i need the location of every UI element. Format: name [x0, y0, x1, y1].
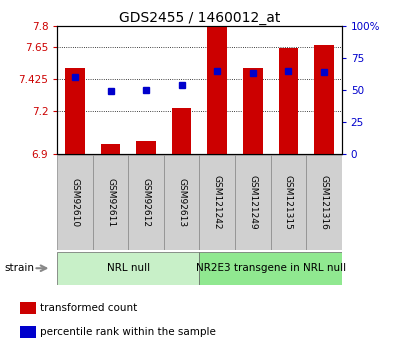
Text: GSM92612: GSM92612	[142, 178, 150, 227]
Bar	[271, 155, 306, 250]
Bar	[19, 302, 36, 314]
Bar	[199, 155, 235, 250]
Bar	[164, 155, 199, 250]
Text: GSM92611: GSM92611	[106, 178, 115, 227]
Text: NRL null: NRL null	[107, 263, 150, 273]
Bar	[57, 155, 93, 250]
Text: GSM92613: GSM92613	[177, 178, 186, 227]
Bar	[278, 48, 298, 154]
Text: GSM121316: GSM121316	[320, 175, 328, 230]
Text: strain: strain	[4, 263, 34, 273]
Text: transformed count: transformed count	[40, 303, 137, 313]
Bar	[199, 252, 342, 285]
Title: GDS2455 / 1460012_at: GDS2455 / 1460012_at	[119, 11, 280, 25]
Bar	[172, 108, 192, 154]
Text: GSM121315: GSM121315	[284, 175, 293, 230]
Bar	[65, 68, 85, 154]
Text: percentile rank within the sample: percentile rank within the sample	[40, 327, 216, 337]
Text: GSM121242: GSM121242	[213, 176, 222, 230]
Bar	[101, 144, 120, 154]
Bar	[243, 68, 263, 154]
Text: NR2E3 transgene in NRL null: NR2E3 transgene in NRL null	[196, 263, 346, 273]
Bar	[128, 155, 164, 250]
Bar	[57, 252, 199, 285]
Bar	[207, 27, 227, 154]
Text: GSM121249: GSM121249	[248, 175, 257, 230]
Bar	[235, 155, 271, 250]
Bar	[136, 141, 156, 154]
Bar	[306, 155, 342, 250]
Bar	[93, 155, 128, 250]
Bar	[19, 326, 36, 338]
Text: GSM92610: GSM92610	[71, 178, 79, 227]
Bar	[314, 45, 334, 154]
